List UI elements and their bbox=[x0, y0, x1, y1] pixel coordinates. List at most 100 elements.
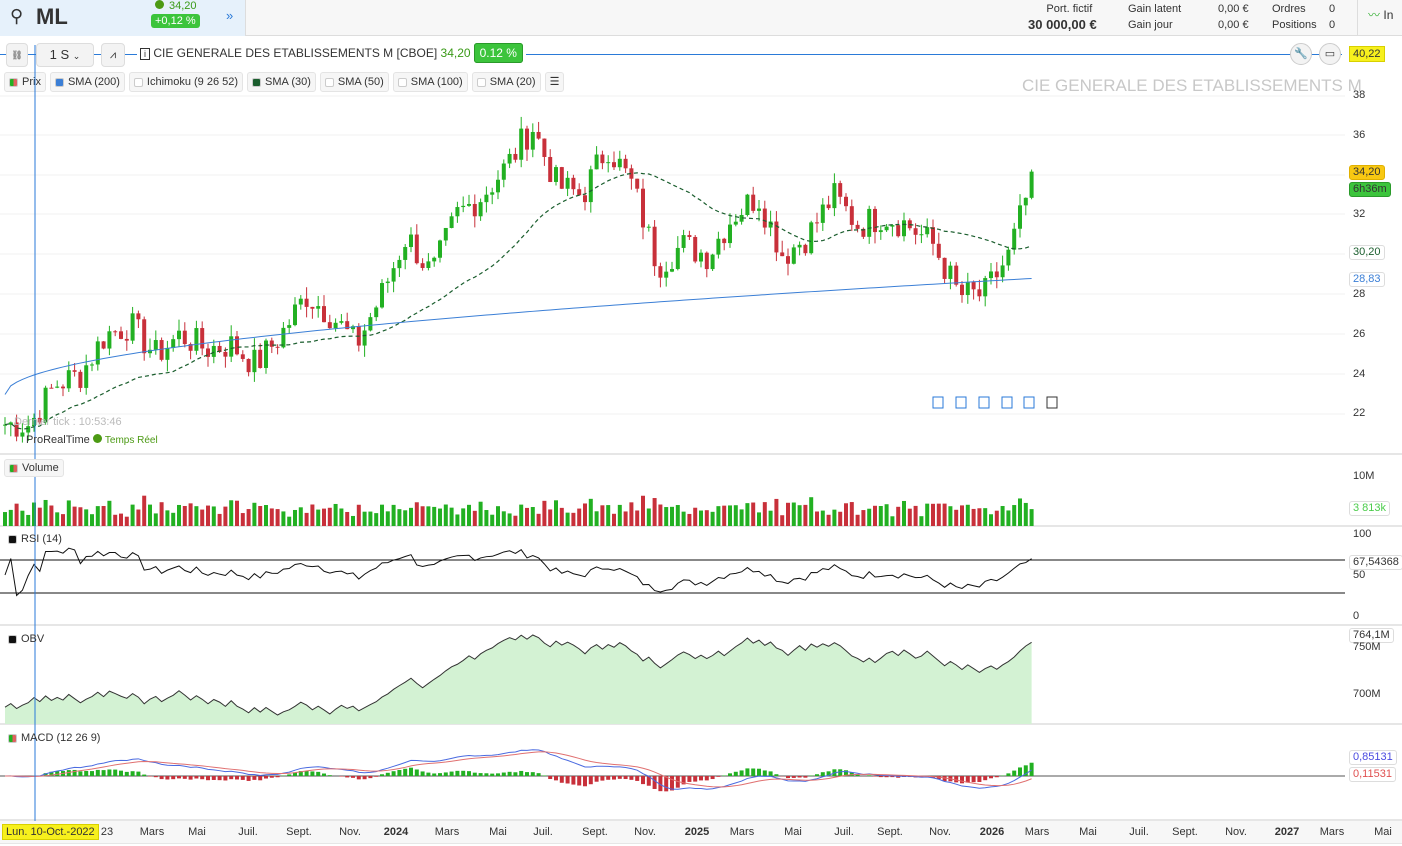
rsi-tag: 67,54368 bbox=[1349, 555, 1402, 570]
macd-histogram-bar bbox=[397, 769, 402, 776]
candle bbox=[420, 263, 425, 268]
chevron-down-icon: ⌄ bbox=[72, 51, 81, 61]
window-icon[interactable]: ▭ bbox=[1319, 43, 1341, 65]
candle bbox=[902, 220, 906, 237]
candle bbox=[345, 321, 350, 330]
volume-bar bbox=[699, 510, 703, 526]
wrench-icon[interactable]: 🔧 bbox=[1290, 43, 1312, 65]
macd-histogram-bar bbox=[594, 776, 599, 782]
obv-panel-label[interactable]: OBV bbox=[4, 630, 48, 648]
macd-histogram-bar bbox=[385, 772, 390, 776]
indicators-icon[interactable]: ⩘ bbox=[101, 43, 125, 67]
instrument-name: CIE GENERALE DES ETABLISSEMENTS M [CBOE] bbox=[153, 46, 438, 60]
candle bbox=[142, 319, 147, 354]
volume-bar bbox=[90, 514, 94, 526]
instrument-change: 0.12 % bbox=[473, 43, 523, 63]
macd-histogram-bar bbox=[293, 772, 297, 776]
time-tick: Nov. bbox=[339, 826, 361, 838]
candle bbox=[449, 216, 454, 228]
macd-histogram-bar bbox=[878, 776, 883, 778]
candle bbox=[322, 306, 326, 323]
macd-histogram-bar bbox=[380, 774, 384, 776]
candle bbox=[1023, 197, 1028, 206]
double-chevron-right-icon[interactable]: » bbox=[226, 8, 234, 23]
candle bbox=[72, 370, 77, 372]
volume-bar bbox=[861, 510, 866, 526]
legend-chip[interactable]: Ichimoku (9 26 52) bbox=[128, 72, 244, 92]
volume-bar bbox=[733, 505, 738, 526]
price-tick: 38 bbox=[1353, 89, 1366, 101]
candle bbox=[681, 235, 686, 248]
volume-bar bbox=[780, 515, 785, 526]
macd-histogram-bar bbox=[942, 776, 947, 782]
rsi-swatch bbox=[8, 534, 17, 544]
volume-bar bbox=[954, 509, 959, 526]
legend-chip[interactable]: SMA (20) bbox=[471, 72, 541, 92]
legend-swatch bbox=[9, 77, 18, 87]
candle bbox=[716, 238, 721, 255]
indicator-chart-icon: 〰 bbox=[1368, 8, 1381, 22]
volume-bar bbox=[362, 511, 367, 526]
time-tick: 2027 bbox=[1274, 826, 1300, 838]
macd-panel-label[interactable]: MACD (12 26 9) bbox=[4, 729, 104, 747]
macd-histogram-bar bbox=[322, 773, 326, 776]
candle bbox=[339, 321, 344, 323]
legend-chip[interactable]: SMA (200) bbox=[49, 72, 125, 92]
rsi-panel-label[interactable]: RSI (14) bbox=[4, 530, 66, 548]
candle bbox=[484, 194, 489, 203]
gain-values: 0,00 € 0,00 € bbox=[1218, 1, 1249, 33]
volume-bar bbox=[385, 511, 390, 526]
price-tick: 32 bbox=[1353, 208, 1366, 220]
volume-bar bbox=[809, 497, 814, 526]
volume-bar bbox=[704, 510, 709, 526]
macd-histogram-bar bbox=[165, 776, 170, 780]
legend-swatch bbox=[397, 77, 407, 87]
rsi-tick: 100 bbox=[1353, 528, 1372, 540]
volume-bar bbox=[472, 510, 477, 526]
candle bbox=[136, 313, 141, 320]
news-icon bbox=[978, 396, 990, 409]
volume-panel-label[interactable]: Volume bbox=[4, 459, 64, 477]
legend-swatch bbox=[54, 77, 64, 87]
volume-bar bbox=[211, 506, 216, 526]
search-icon[interactable]: ⚲ bbox=[10, 6, 24, 26]
period-select[interactable]: 1 S ⌄ bbox=[36, 43, 94, 67]
volume-bar bbox=[188, 503, 193, 526]
legend-chip[interactable]: SMA (100) bbox=[392, 72, 468, 92]
volume-bar bbox=[403, 510, 408, 526]
candle bbox=[119, 331, 123, 339]
obv-tick: 750M bbox=[1353, 641, 1381, 653]
candle bbox=[733, 221, 738, 225]
volume-bar bbox=[484, 510, 489, 526]
legend-chip[interactable]: SMA (50) bbox=[319, 72, 389, 92]
macd-histogram-bar bbox=[101, 770, 106, 776]
indicators-shortcut[interactable]: 〰 In bbox=[1357, 0, 1393, 36]
volume-bar bbox=[409, 507, 413, 526]
volume-bar bbox=[345, 511, 350, 526]
list-icon[interactable]: ☰ bbox=[544, 72, 565, 92]
macd-histogram-bar bbox=[374, 776, 379, 777]
macd-histogram-bar bbox=[264, 776, 268, 779]
macd-histogram-bar bbox=[803, 776, 808, 778]
info-icon[interactable]: i bbox=[140, 48, 150, 60]
macd-histogram-bar bbox=[107, 769, 112, 776]
volume-bar bbox=[855, 514, 860, 526]
legend-chip[interactable]: SMA (30) bbox=[247, 72, 316, 92]
volume-bar bbox=[8, 509, 13, 526]
link-icon[interactable]: ⛓ bbox=[6, 43, 28, 67]
candle bbox=[977, 289, 982, 297]
time-tick: Nov. bbox=[1225, 826, 1247, 838]
macd-histogram-bar bbox=[530, 772, 535, 776]
volume-bar bbox=[455, 514, 460, 526]
time-tick: Mai bbox=[188, 826, 206, 838]
time-tick: Mai bbox=[784, 826, 802, 838]
macd-histogram-bar bbox=[791, 776, 796, 778]
candle bbox=[664, 271, 669, 278]
volume-bar bbox=[194, 506, 199, 526]
candle bbox=[206, 348, 210, 357]
symbol-panel[interactable]: ⚲ ML 34,20 +0,12 % » bbox=[0, 0, 246, 36]
volume-bar bbox=[965, 504, 970, 526]
volume-bar bbox=[820, 510, 825, 526]
candle bbox=[472, 203, 477, 217]
